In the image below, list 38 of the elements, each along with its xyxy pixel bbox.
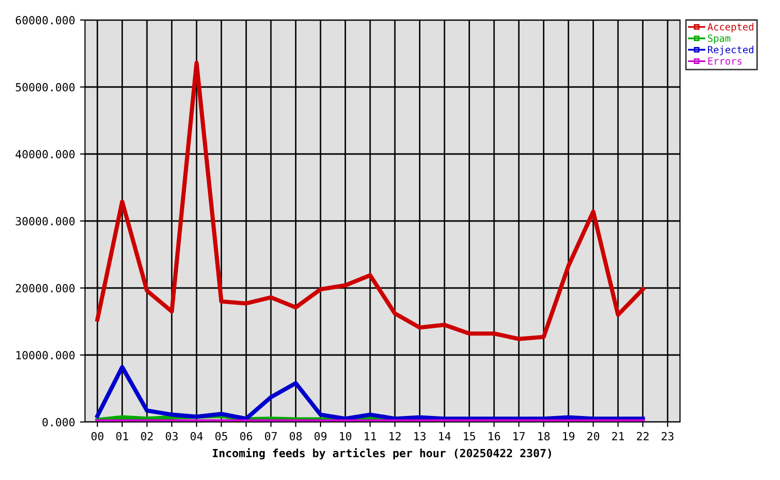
y-tick-label: 0.000 <box>42 418 75 426</box>
x-tick-label: 18 <box>538 432 550 440</box>
x-axis-title: Incoming feeds by articles per hour (20250422 2307) <box>212 448 552 460</box>
x-tick-label: 03 <box>166 432 178 440</box>
x-tick-label: 00 <box>91 432 104 440</box>
x-tick-label: 11 <box>364 432 376 440</box>
y-tick-label: 40000.000 <box>16 150 75 158</box>
legend-label: Accepted <box>708 22 754 32</box>
legend-label: Rejected <box>708 46 754 56</box>
legend-label: Errors <box>708 57 742 65</box>
x-tick-label: 07 <box>264 432 277 440</box>
x-tick-label: 08 <box>290 432 302 440</box>
x-tick-label: 13 <box>414 432 426 440</box>
y-tick-label: 20000.000 <box>16 284 75 292</box>
x-tick-label: 10 <box>340 432 352 440</box>
x-tick-label: 05 <box>215 432 228 440</box>
x-tick-label: 09 <box>314 432 326 440</box>
x-tick-label: 01 <box>116 432 128 440</box>
legend-label: Spam <box>708 34 730 44</box>
x-tick-label: 14 <box>439 432 451 440</box>
x-tick-label: 16 <box>488 432 500 440</box>
x-tick-label: 20 <box>587 432 600 440</box>
y-tick-label: 50000.000 <box>16 83 75 92</box>
x-tick-label: 23 <box>662 432 674 440</box>
x-tick-label: 21 <box>612 432 624 440</box>
x-tick-label: 02 <box>141 432 153 440</box>
x-tick-label: 22 <box>636 432 649 440</box>
line-series <box>95 60 645 342</box>
y-tick-label: 30000.000 <box>16 217 75 226</box>
x-tick-label: 19 <box>563 432 574 440</box>
x-tick-label: 15 <box>464 432 476 440</box>
x-tick-label: 06 <box>240 432 252 440</box>
y-tick-label: 10000.000 <box>16 351 75 360</box>
y-tick-label: 60000.000 <box>16 16 75 24</box>
line-series <box>95 364 645 421</box>
x-tick-label: 04 <box>190 432 203 440</box>
x-tick-label: 17 <box>514 432 525 440</box>
x-tick-label: 12 <box>390 432 401 440</box>
